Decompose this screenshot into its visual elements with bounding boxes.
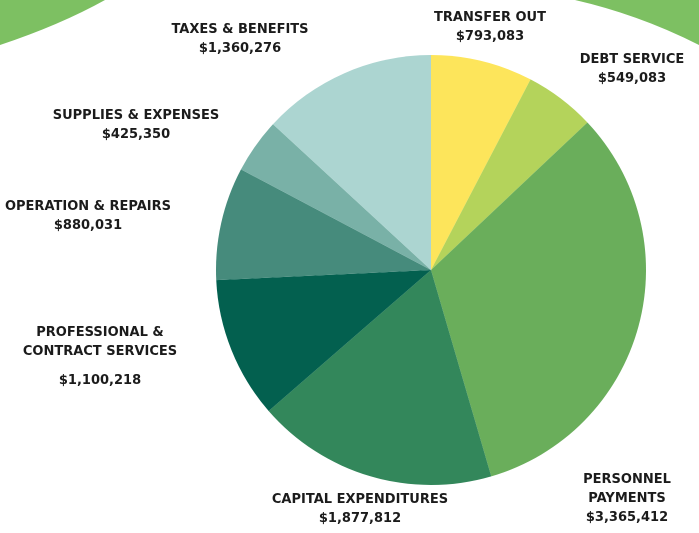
slice-label: OPERATION & REPAIRS $880,031	[0, 197, 198, 235]
slice-label: PROFESSIONAL & CONTRACT SERVICES $1,100,2…	[10, 323, 190, 390]
pie-slice	[272, 55, 431, 270]
value-label: $1,360,276	[198, 41, 282, 56]
pie-slice	[240, 124, 431, 270]
category-name: OPERATION & REPAIRS	[4, 199, 172, 214]
pie-slice	[215, 169, 431, 281]
category-name: CAPITAL EXPENDITURES	[271, 492, 449, 507]
value-label: $880,031	[53, 218, 123, 233]
value-label: $549,083	[597, 71, 667, 86]
pie-slice	[431, 79, 588, 270]
category-name: TAXES & BENEFITS	[171, 22, 309, 37]
category-name: TRANSFER OUT	[434, 10, 546, 25]
pie-slice	[268, 270, 492, 485]
slice-label: TAXES & BENEFITS $1,360,276	[140, 20, 340, 58]
category-name: DEBT SERVICE	[579, 52, 685, 67]
value-label: $793,083	[455, 29, 525, 44]
slice-label: CAPITAL EXPENDITURES $1,877,812	[250, 490, 470, 528]
slice-label: DEBT SERVICE $549,083	[562, 50, 699, 88]
category-name: PROFESSIONAL & CONTRACT SERVICES	[22, 325, 178, 359]
slice-label: PERSONNEL PAYMENTS $3,365,412	[577, 470, 677, 527]
decor-shape	[0, 0, 105, 45]
value-label: $1,100,218	[58, 373, 142, 388]
slice-label: TRANSFER OUT $793,083	[410, 8, 570, 46]
value-label: $3,365,412	[585, 510, 669, 525]
slice-label: SUPPLIES & EXPENSES $425,350	[36, 106, 236, 144]
pie-slice	[431, 55, 531, 270]
pie-slice	[216, 270, 431, 411]
value-label: $1,877,812	[318, 511, 402, 526]
category-name: SUPPLIES & EXPENSES	[52, 108, 220, 123]
decor-shape	[575, 0, 699, 45]
category-name: PERSONNEL PAYMENTS	[583, 472, 671, 506]
value-label: $425,350	[101, 127, 171, 142]
pie-slice	[431, 122, 646, 477]
